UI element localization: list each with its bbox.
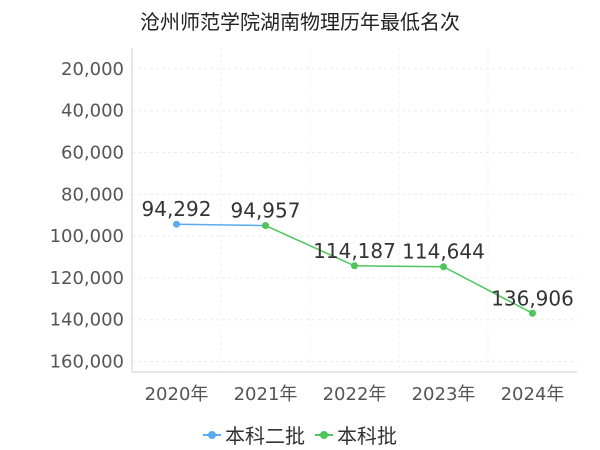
series-layer [173,220,536,317]
data-point [173,220,180,228]
y-tick-label: 60,000 [61,143,124,164]
data-point [529,309,536,317]
x-tick-label: 2021年 [234,384,298,405]
data-label: 94,957 [231,199,301,223]
legend: 本科二批 本科批 [0,420,600,449]
x-tick-label: 2020年 [145,384,209,405]
series-line [176,223,266,227]
data-point [351,262,358,270]
legend-item[interactable]: 本科二批 [203,420,305,449]
x-tick-label: 2022年 [323,384,387,405]
y-tick-label: 20,000 [61,59,124,80]
chart-title: 沧州师范学院湖南物理历年最低名次 [140,10,460,34]
y-tick-label: 100,000 [50,226,124,247]
y-tick-label: 120,000 [50,268,124,289]
data-label: 114,187 [313,239,396,263]
grid-lines [132,48,577,372]
legend-marker-icon [203,429,221,441]
data-label: 114,644 [402,240,485,264]
legend-marker-icon [315,429,333,441]
data-point [262,222,269,230]
y-tick-label: 140,000 [50,310,124,331]
y-tick-label: 40,000 [61,101,124,122]
legend-label: 本科二批 [225,424,305,448]
legend-item[interactable]: 本科批 [315,420,397,449]
data-label: 94,292 [142,197,212,221]
series-line [265,224,533,314]
y-tick-label: 160,000 [50,352,124,373]
axes: 20,000 40,000 60,000 80,000 100,000 120,000 14… [50,48,577,405]
y-tick-label: 80,000 [61,184,124,205]
legend-label: 本科批 [337,424,397,448]
data-label: 136,906 [491,286,574,310]
data-point [440,263,447,271]
x-tick-label: 2024年 [501,384,565,405]
x-tick-label: 2023年 [412,384,476,405]
